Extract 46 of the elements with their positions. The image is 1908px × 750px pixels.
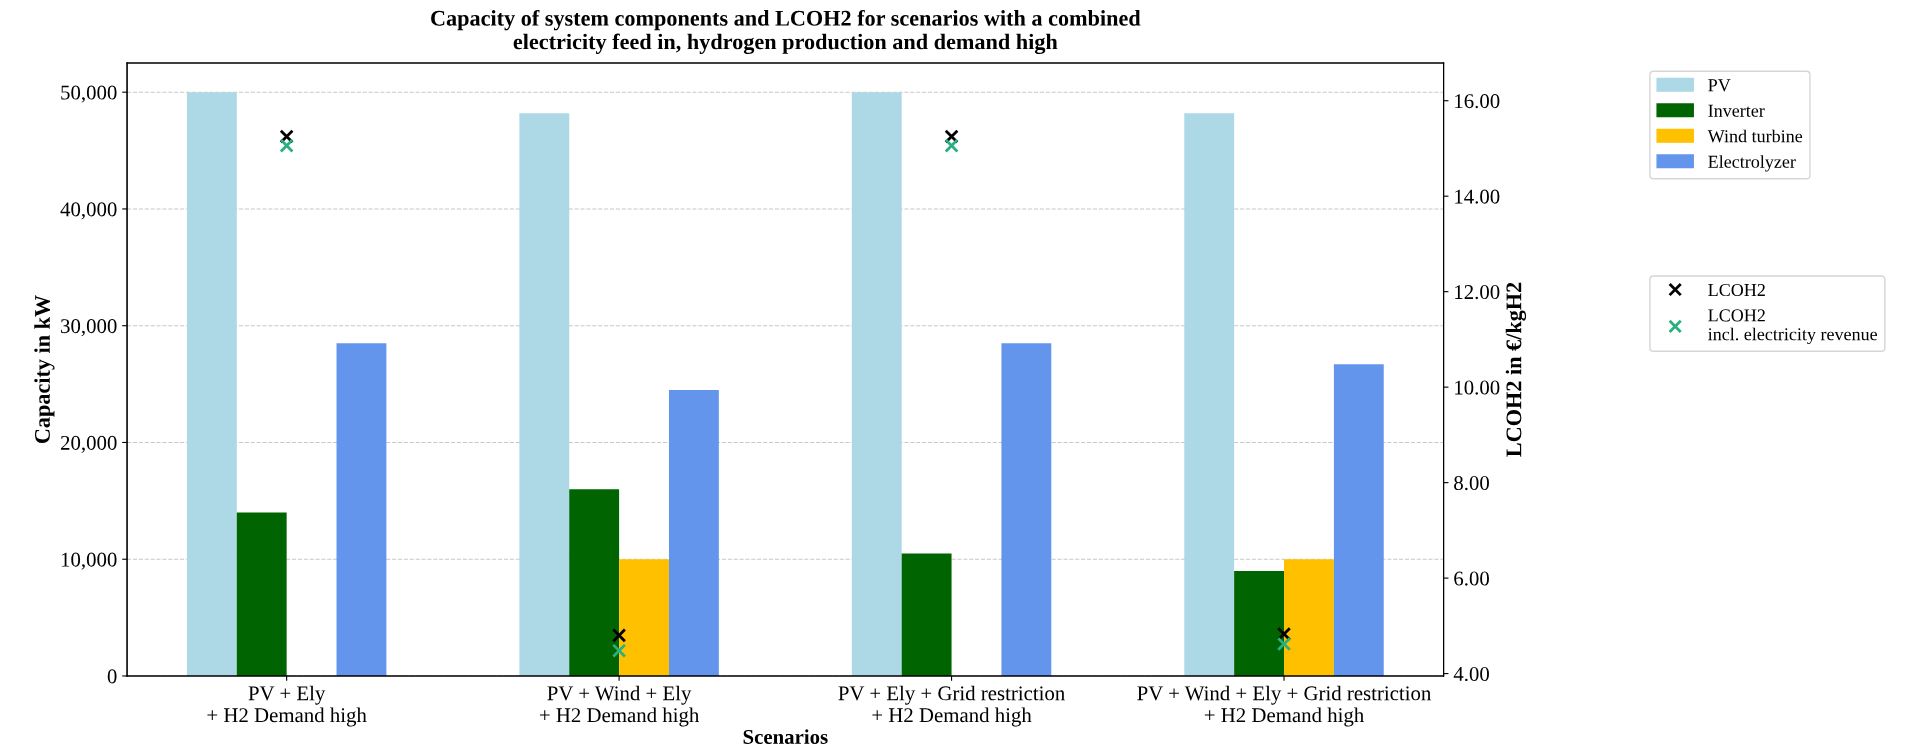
bar [1333, 364, 1384, 676]
bar [1184, 113, 1235, 676]
y2-tick-label: 8.00 [1454, 476, 1489, 491]
point [944, 138, 959, 153]
bar [1001, 343, 1052, 676]
y2-tick-label: 12.00 [1455, 285, 1500, 300]
y-tick-label: 40,000 [60, 202, 117, 220]
y2-axis-title: LCOH2 in €/kgH2 [1505, 282, 1527, 457]
point [1276, 636, 1292, 652]
bar [901, 553, 952, 676]
point [611, 628, 627, 643]
x-tick-label: PV + Ely + Grid restriction + H2 Demand high [838, 685, 1065, 727]
y-tick-label: 30,000 [61, 319, 117, 337]
y2-tick-label: 6.00 [1454, 571, 1489, 586]
x-tick-label: PV + Wind + Ely + Grid restriction + H2 Demand high [1137, 685, 1432, 727]
point [611, 643, 627, 658]
bar [186, 92, 237, 676]
y2-tick-label: 4.00 [1453, 666, 1489, 682]
chart-title: Capacity of system components and LCOH2 for scenarios with a combined electricity feed in, hydrogen production and demand high [431, 9, 1141, 55]
bar [619, 559, 669, 676]
bar [569, 489, 620, 676]
y2-tick-label: 16.00 [1455, 94, 1500, 109]
y2-tick-label: 14.00 [1455, 189, 1500, 204]
legend-label: Electrolyzer [1708, 155, 1796, 172]
bar [851, 92, 902, 676]
bar [668, 389, 719, 676]
y-axis-title: Capacity in kW [34, 295, 55, 444]
y-tick-label: 20,000 [60, 435, 117, 453]
x-tick-label: PV + Ely + H2 Demand high [207, 685, 367, 727]
y-tick-label: 0 [107, 669, 117, 684]
bar [1284, 559, 1334, 676]
x-axis-title: Scenarios [743, 729, 828, 744]
x-tick-label: PV + Wind + Ely + H2 Demand high [539, 685, 700, 727]
y-tick-label: 10,000 [61, 552, 117, 570]
legend-label: PV [1708, 79, 1731, 92]
legend-label: LCOH2 [1708, 283, 1765, 297]
legend-label: LCOH2 incl. electricity revenue [1708, 309, 1877, 345]
bar [336, 343, 387, 676]
legend-label: Inverter [1708, 104, 1765, 117]
y-tick-label: 50,000 [61, 85, 117, 103]
y2-tick-label: 10.00 [1455, 380, 1500, 395]
bar [519, 113, 570, 676]
point [279, 138, 294, 153]
bar [1234, 570, 1285, 676]
bar [236, 512, 287, 676]
legend-label: Wind turbine [1707, 129, 1803, 143]
